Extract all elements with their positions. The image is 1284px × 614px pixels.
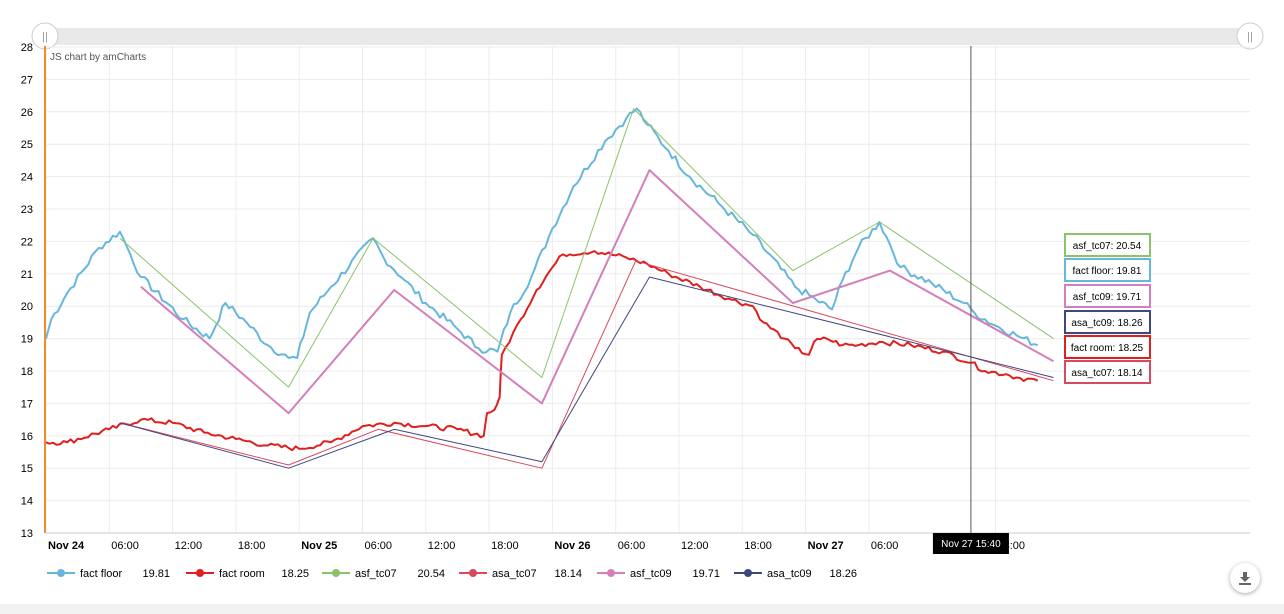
value-balloon bbox=[1064, 335, 1151, 359]
x-tick-label: 18:00 bbox=[491, 540, 519, 552]
x-tick-label: 12:00 bbox=[428, 540, 456, 552]
series-line-asa-tc07[interactable] bbox=[119, 260, 1054, 469]
x-tick-label: 06:00 bbox=[111, 540, 139, 552]
y-tick-label: 27 bbox=[21, 74, 33, 86]
legend-label[interactable]: asa_tc07 bbox=[492, 568, 537, 580]
legend-marker[interactable] bbox=[607, 569, 615, 577]
series-line-fact-room[interactable] bbox=[45, 250, 1039, 452]
scrollbar-track[interactable] bbox=[45, 28, 1251, 45]
bottom-strip bbox=[0, 604, 1284, 614]
legend-marker[interactable] bbox=[744, 569, 752, 577]
y-tick-label: 15 bbox=[21, 463, 33, 475]
value-balloon bbox=[1064, 233, 1151, 257]
value-balloon-label: fact room: 18.25 bbox=[1071, 343, 1144, 354]
legend-label[interactable]: fact room bbox=[219, 568, 265, 580]
scrollbar-right-grip[interactable] bbox=[1236, 22, 1264, 50]
series-group bbox=[45, 107, 1054, 469]
y-tick-label: 13 bbox=[21, 528, 33, 540]
chart-credit[interactable]: JS chart by amCharts bbox=[50, 52, 146, 63]
x-tick-label: 12:00 bbox=[681, 540, 709, 552]
y-tick-label: 20 bbox=[21, 301, 33, 313]
legend-marker[interactable] bbox=[57, 569, 65, 577]
cursor-date-box bbox=[932, 533, 1009, 554]
legend-marker[interactable] bbox=[332, 569, 340, 577]
y-tick-label: 26 bbox=[21, 107, 33, 119]
y-tick-label: 22 bbox=[21, 236, 33, 248]
value-balloon-label: asa_tc07: 18.14 bbox=[1071, 368, 1143, 379]
y-tick-label: 18 bbox=[21, 366, 33, 378]
y-tick-label: 25 bbox=[21, 139, 33, 151]
value-balloon bbox=[1064, 310, 1151, 334]
x-axis: Nov 24 06:00 12:00 18:00 Nov 25 06:00 12:00 18:… bbox=[48, 540, 1025, 552]
y-axis: 13 14 15 16 17 18 19 20 21 22 23 24 25 26 27 28 bbox=[21, 42, 33, 540]
legend[interactable]: fact floor 19.81 fact room 18.25 asf_tc07 20.… bbox=[47, 568, 857, 580]
series-line-fact-floor[interactable] bbox=[45, 107, 1038, 359]
legend-label[interactable]: asf_tc09 bbox=[630, 568, 672, 580]
legend-value: 19.71 bbox=[692, 568, 720, 580]
chart-cursor: Nov 27 15:40 bbox=[932, 46, 1009, 554]
value-balloon-label: asa_tc09: 18.26 bbox=[1071, 318, 1143, 329]
cursor-date-label: Nov 27 15:40 bbox=[941, 539, 1001, 550]
x-tick-label: 18:00 bbox=[238, 540, 266, 552]
legend-value: 18.26 bbox=[829, 568, 857, 580]
value-balloon bbox=[1064, 258, 1151, 282]
value-balloon bbox=[1064, 360, 1151, 384]
legend-value: 18.25 bbox=[281, 568, 309, 580]
x-tick-label: 06:00 bbox=[871, 540, 899, 552]
grip-right-icon: || bbox=[1247, 31, 1253, 43]
legend-value: 19.81 bbox=[142, 568, 170, 580]
value-balloon-label: asf_tc09: 19.71 bbox=[1073, 292, 1142, 303]
x-tick-label: Nov 27 bbox=[808, 540, 844, 552]
series-line-asa-tc09[interactable] bbox=[119, 276, 1054, 469]
y-tick-label: 14 bbox=[21, 496, 33, 508]
export-button[interactable] bbox=[1230, 563, 1260, 593]
value-balloon-label: fact floor: 19.81 bbox=[1073, 266, 1142, 277]
x-tick-label: Nov 26 bbox=[554, 540, 590, 552]
legend-label[interactable]: asf_tc07 bbox=[355, 568, 397, 580]
legend-value: 20.54 bbox=[417, 568, 445, 580]
x-tick-label: Nov 24 bbox=[48, 540, 85, 552]
legend-marker[interactable] bbox=[469, 569, 477, 577]
y-tick-label: 28 bbox=[21, 42, 33, 54]
x-tick-label: 06:00 bbox=[618, 540, 646, 552]
download-icon bbox=[1239, 572, 1251, 585]
series-line-asf-tc07[interactable] bbox=[119, 108, 1054, 388]
legend-value: 18.14 bbox=[554, 568, 582, 580]
value-balloons: asf_tc07: 20.54 fact floor: 19.81 asf_tc09… bbox=[1064, 233, 1151, 384]
x-tick-label: 12:00 bbox=[175, 540, 203, 552]
value-balloon bbox=[1064, 284, 1151, 308]
legend-label[interactable]: fact floor bbox=[80, 568, 123, 580]
y-tick-label: 17 bbox=[21, 398, 33, 410]
y-tick-label: 21 bbox=[21, 269, 33, 281]
series-line-asf-tc09[interactable] bbox=[140, 169, 1054, 415]
legend-marker[interactable] bbox=[196, 569, 204, 577]
y-tick-label: 16 bbox=[21, 431, 33, 443]
grip-left-icon: || bbox=[42, 31, 48, 43]
x-tick-label: 18:00 bbox=[744, 540, 772, 552]
y-tick-label: 23 bbox=[21, 204, 33, 216]
legend-label[interactable]: asa_tc09 bbox=[767, 568, 812, 580]
y-tick-label: 19 bbox=[21, 334, 33, 346]
x-tick-label: Nov 25 bbox=[301, 540, 337, 552]
y-tick-label: 24 bbox=[21, 172, 33, 184]
value-balloon-label: asf_tc07: 20.54 bbox=[1073, 241, 1142, 252]
scrollbar[interactable]: || || bbox=[31, 22, 1264, 50]
x-tick-label: 06:00 bbox=[365, 540, 393, 552]
